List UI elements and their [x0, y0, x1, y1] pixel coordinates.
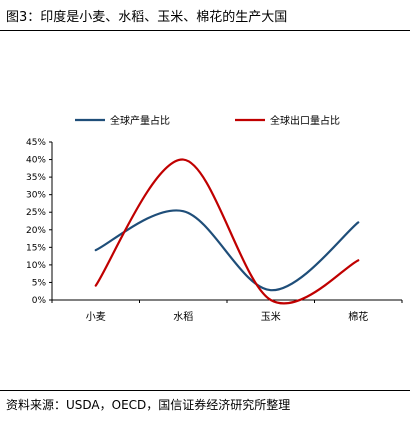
- x-tick-label: 棉花: [348, 310, 368, 323]
- legend-label-1: 全球产量占比: [110, 114, 170, 127]
- legend-label-2: 全球出口量占比: [270, 114, 340, 127]
- y-tick-label: 35%: [26, 173, 46, 183]
- x-tick-label: 水稻: [173, 311, 193, 323]
- series-line-1: [94, 209, 360, 292]
- legend: 全球产量占比 全球出口量占比: [75, 114, 340, 127]
- line-chart: 全球产量占比 全球出口量占比 0% 5% 10% 15% 20% 25% 30% 35% 40% 4…: [26, 114, 403, 323]
- y-tick-label: 5%: [32, 278, 47, 288]
- y-tick-label: 10%: [26, 261, 46, 271]
- x-tick-label: 小麦: [86, 311, 106, 323]
- source-note: 资料来源：USDA，OECD，国信证券经济研究所整理: [6, 398, 291, 412]
- y-tick-label: 15%: [26, 243, 46, 253]
- title-rule: [0, 30, 410, 31]
- series-line-2: [94, 158, 360, 305]
- y-tick-label: 25%: [26, 208, 46, 218]
- y-tick-label: 0%: [32, 296, 47, 306]
- axes: 0% 5% 10% 15% 20% 25% 30% 35% 40% 45% 小麦 水稻 玉米 棉花: [26, 138, 403, 323]
- series-lines: [94, 158, 360, 305]
- y-tick-label: 45%: [26, 138, 46, 148]
- y-tick-label: 20%: [26, 226, 46, 236]
- x-tick-label: 玉米: [261, 310, 281, 323]
- y-tick-label: 40%: [26, 156, 46, 166]
- source-rule: [0, 390, 410, 391]
- chart-title: 图3：印度是小麦、水稻、玉米、棉花的生产大国: [6, 10, 288, 25]
- y-tick-label: 30%: [26, 191, 46, 201]
